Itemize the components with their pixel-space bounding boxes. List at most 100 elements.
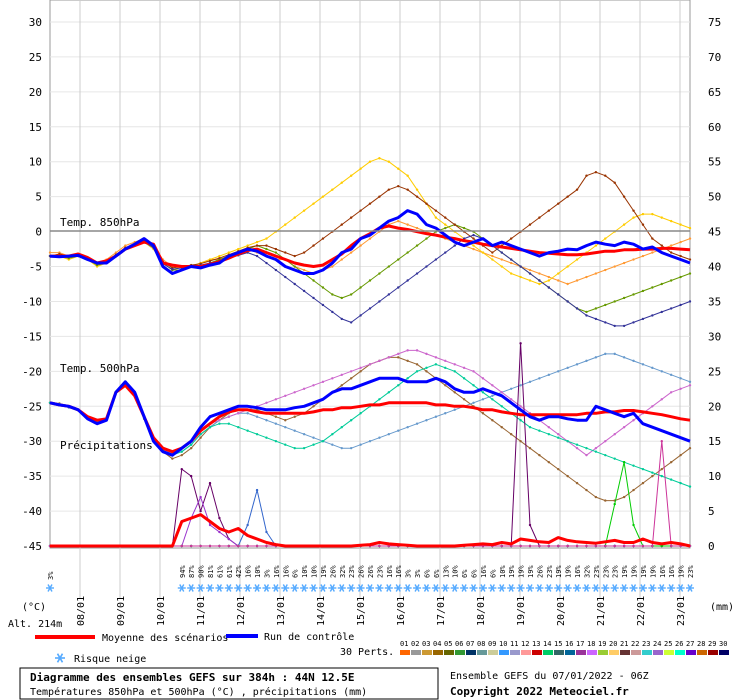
- series-point: [349, 293, 353, 296]
- snow-risk-label: 10%: [499, 565, 507, 578]
- series-point: [274, 251, 278, 254]
- snowflake-stroke: [179, 584, 185, 592]
- series-point: [331, 377, 334, 380]
- series-point: [594, 244, 598, 247]
- pert-swatch: [422, 650, 432, 655]
- x-tick-label: 09/01: [116, 596, 127, 626]
- series-point: [415, 195, 419, 198]
- snowflake-stroke: [640, 584, 646, 592]
- series-point: [519, 384, 522, 387]
- pert-number: 10: [499, 640, 507, 648]
- snow-risk-label: 19%: [631, 565, 639, 578]
- series-point: [255, 254, 259, 258]
- pert-swatch: [664, 650, 674, 655]
- series-point: [359, 412, 362, 415]
- snow-risk-label: 3%: [263, 569, 271, 578]
- right-tick-label: 75: [708, 16, 721, 29]
- snowflake-stroke: [668, 584, 674, 592]
- snow-risk-label: 23%: [546, 565, 554, 578]
- series-point: [406, 174, 409, 177]
- series-point: [189, 474, 193, 478]
- series-point: [566, 300, 569, 303]
- series-point: [585, 488, 588, 492]
- series-point: [509, 544, 513, 548]
- series-point: [368, 279, 372, 282]
- series-point: [312, 296, 315, 300]
- series-point: [265, 237, 268, 240]
- snowflake-icon: [460, 584, 469, 592]
- right-tick-label: 0: [708, 540, 715, 553]
- snow-risk-label: 19%: [527, 565, 535, 578]
- series-t500-line: [49, 383, 691, 454]
- series-point: [199, 495, 202, 499]
- series-point: [538, 272, 541, 275]
- series-point: [547, 209, 551, 212]
- series-point: [415, 188, 419, 191]
- snow-risk-label: 3%: [47, 571, 55, 580]
- series-point: [660, 310, 663, 314]
- series-point: [349, 216, 353, 219]
- snowflake-stroke: [470, 584, 477, 592]
- pert-swatch: [719, 650, 729, 655]
- series-point: [265, 247, 268, 251]
- series-point: [406, 223, 409, 226]
- snowflake-stroke: [555, 584, 561, 592]
- series-point: [613, 181, 616, 184]
- snowflake-stroke: [188, 584, 194, 592]
- series-point: [425, 419, 428, 422]
- series-point: [180, 450, 183, 453]
- snow-risk-label: 16%: [480, 565, 488, 578]
- x-tick-label: 08/01: [76, 596, 87, 626]
- pert-number: 22: [631, 640, 639, 648]
- series-point: [331, 443, 334, 446]
- series-point: [208, 426, 212, 429]
- series-point: [284, 251, 287, 254]
- series-point: [293, 254, 296, 258]
- series-point: [321, 440, 325, 443]
- series-point: [246, 429, 249, 432]
- series-point: [406, 279, 409, 282]
- series-point: [594, 171, 598, 174]
- series-point: [688, 380, 692, 384]
- snow-risk-label: 6%: [471, 569, 479, 578]
- series-point: [378, 544, 381, 548]
- snow-risk-label: 61%: [216, 565, 224, 578]
- series-point: [462, 366, 466, 370]
- series-point: [622, 261, 626, 265]
- series-point: [669, 251, 673, 254]
- series-point: [538, 377, 541, 380]
- pert-swatch: [708, 650, 718, 655]
- series-point: [622, 223, 626, 226]
- snowflake-stroke: [367, 584, 373, 592]
- snow-risk-label: 6%: [461, 569, 469, 578]
- series-point: [481, 412, 485, 415]
- pert-swatch: [444, 650, 454, 655]
- series-point: [594, 356, 598, 359]
- snowflake-stroke: [339, 584, 345, 592]
- series-point: [500, 405, 503, 408]
- series-point: [349, 251, 353, 254]
- series-point: [641, 212, 645, 216]
- series-point: [622, 495, 626, 499]
- series-point: [575, 279, 579, 282]
- snowflake-icon: [206, 584, 214, 592]
- snowflake-stroke: [282, 584, 288, 592]
- pert-swatch: [565, 650, 575, 655]
- series-point: [331, 188, 334, 191]
- series-point: [284, 223, 287, 226]
- series-point: [302, 289, 306, 293]
- snow-risk-label: 90%: [198, 565, 206, 578]
- series-point: [679, 481, 682, 485]
- series-point: [557, 433, 560, 436]
- series-point: [604, 352, 607, 356]
- snowflake-stroke: [574, 584, 580, 592]
- series-point: [481, 391, 485, 394]
- series-point: [397, 167, 400, 170]
- x-tick-label: 20/01: [556, 596, 567, 626]
- legend-control-label: Run de contrôle: [264, 631, 354, 643]
- series-point: [491, 419, 494, 422]
- snow-risk-label: 23%: [602, 565, 610, 578]
- series-point: [124, 244, 127, 247]
- series-point: [472, 401, 475, 404]
- left-tick-label: 30: [29, 16, 42, 29]
